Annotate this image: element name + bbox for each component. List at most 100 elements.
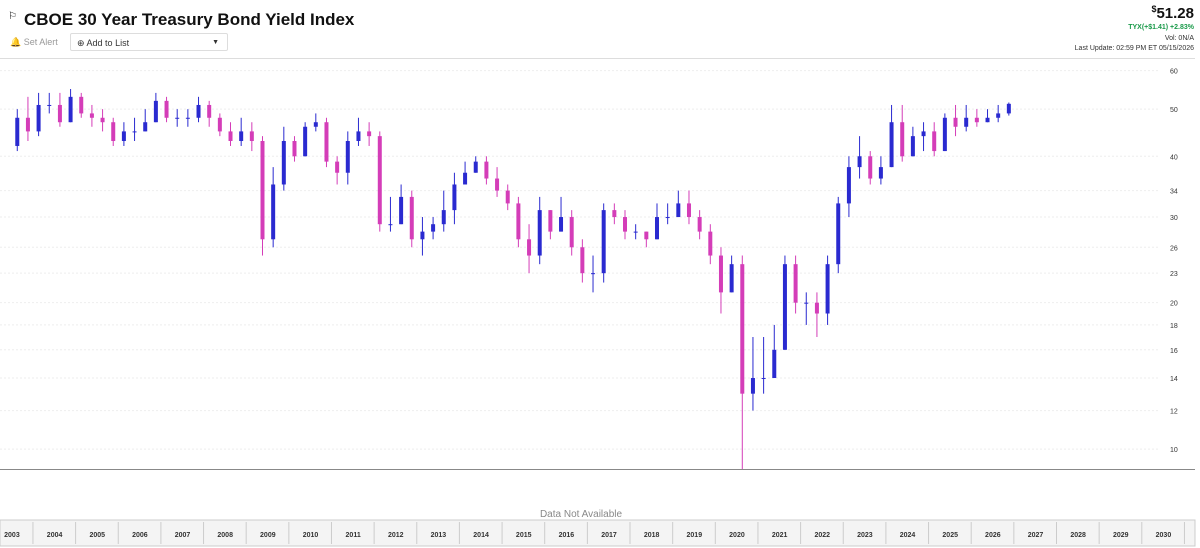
candle-body	[857, 156, 862, 168]
price-change: TYX(+$1.41) +2.83%	[1128, 24, 1194, 31]
candle-body	[964, 117, 969, 127]
candle-body	[697, 217, 702, 232]
candle-body	[985, 117, 990, 123]
candle-body	[495, 178, 500, 191]
x-tick-label: 2019	[687, 532, 703, 539]
y-tick-label: 16	[1170, 348, 1178, 355]
y-tick-label: 60	[1170, 69, 1178, 76]
candle-body	[942, 117, 947, 152]
y-tick-label: 26	[1170, 245, 1178, 252]
last-update: Last Update: 02:59 PM ET 05/15/2026	[1074, 45, 1194, 52]
candle-body	[623, 217, 628, 232]
candle-body	[463, 172, 468, 185]
candle-body	[974, 117, 979, 123]
candle-body	[740, 264, 745, 394]
candle-body	[527, 239, 532, 256]
candle-body	[377, 136, 382, 225]
candle-body	[335, 161, 340, 173]
candle-body	[68, 96, 73, 123]
x-tick-label: 2018	[644, 532, 660, 539]
candle-body	[537, 210, 542, 256]
candle-body	[111, 122, 116, 142]
x-tick-label: 2024	[900, 532, 916, 539]
x-tick-label: 2017	[601, 532, 617, 539]
y-tick-label: 18	[1170, 323, 1178, 330]
candle-body	[47, 104, 52, 106]
candle-body	[889, 122, 894, 168]
candle-body	[207, 104, 212, 118]
candle-body	[559, 217, 564, 232]
x-tick-label: 2021	[772, 532, 788, 539]
candle-body	[441, 210, 446, 225]
candle-body	[729, 264, 734, 293]
x-tick-label: 2006	[132, 532, 148, 539]
candle-body	[953, 117, 958, 127]
candle-body	[89, 113, 94, 118]
x-tick-label: 2028	[1070, 532, 1086, 539]
candle-body	[878, 167, 883, 179]
candle-body	[260, 141, 265, 240]
add-to-list-button[interactable]: ⊕ Add to List ▼	[70, 33, 228, 51]
candle-body	[313, 122, 318, 127]
y-tick-label: 30	[1170, 215, 1178, 222]
candle-body	[910, 136, 915, 157]
title: CBOE 30 Year Treasury Bond Yield Index	[24, 10, 355, 29]
x-tick-label: 2014	[473, 532, 489, 539]
x-tick-label: 2004	[47, 532, 63, 539]
x-tick-label: 2015	[516, 532, 532, 539]
candle-body	[996, 113, 1001, 118]
candle-body	[25, 117, 30, 132]
x-tick-label: 2016	[559, 532, 575, 539]
candle-body	[36, 104, 41, 132]
x-tick-label: 2025	[942, 532, 958, 539]
candle-body	[217, 117, 222, 132]
set-alert-button[interactable]: 🔔 Set Alert	[10, 37, 58, 47]
y-tick-label: 20	[1170, 301, 1178, 308]
candle-body	[836, 203, 841, 265]
candle-body	[356, 131, 361, 142]
candle-body	[708, 231, 713, 256]
candle-body	[196, 104, 201, 118]
candle-body	[1006, 103, 1011, 114]
candle-body	[548, 210, 553, 232]
candle-body	[473, 161, 478, 173]
x-tick-label: 2026	[985, 532, 1001, 539]
candle-body	[665, 217, 670, 219]
candle-body	[185, 117, 190, 119]
candle-body	[367, 131, 372, 137]
x-tick-label: 2011	[346, 532, 361, 539]
candle-body	[782, 264, 787, 350]
add-to-list-label: Add to List	[86, 38, 130, 48]
candle-body	[644, 231, 649, 240]
candle-body	[79, 96, 84, 114]
y-tick-label: 12	[1170, 409, 1178, 416]
candle-body	[249, 131, 254, 142]
candle-body	[750, 378, 755, 394]
price-symbol: $	[1151, 4, 1157, 14]
x-tick-label: 2020	[729, 532, 745, 539]
candle-body	[900, 122, 905, 157]
candle-body	[654, 217, 659, 240]
candle-body	[153, 100, 158, 123]
x-tick-label: 2022	[814, 532, 830, 539]
candle-body	[601, 210, 606, 274]
candle-body	[175, 117, 180, 119]
y-tick-label: 50	[1170, 107, 1178, 114]
x-tick-label: 2007	[175, 532, 191, 539]
y-tick-label: 34	[1170, 189, 1178, 196]
candle-body	[569, 217, 574, 248]
candle-body	[718, 255, 723, 293]
candle-body	[164, 100, 169, 118]
volume: Vol: 0N/A	[1164, 35, 1194, 42]
candle-body	[303, 126, 308, 157]
price-value: 51.28	[1156, 5, 1194, 22]
x-tick-label: 2012	[388, 532, 404, 539]
candle-body	[100, 117, 105, 123]
x-tick-label: 2030	[1156, 532, 1172, 539]
x-tick-label: 2003	[4, 532, 20, 539]
x-tick-label: 2008	[217, 532, 233, 539]
candle-body	[388, 224, 393, 226]
candle-body	[676, 203, 681, 218]
candle-body	[409, 196, 414, 240]
